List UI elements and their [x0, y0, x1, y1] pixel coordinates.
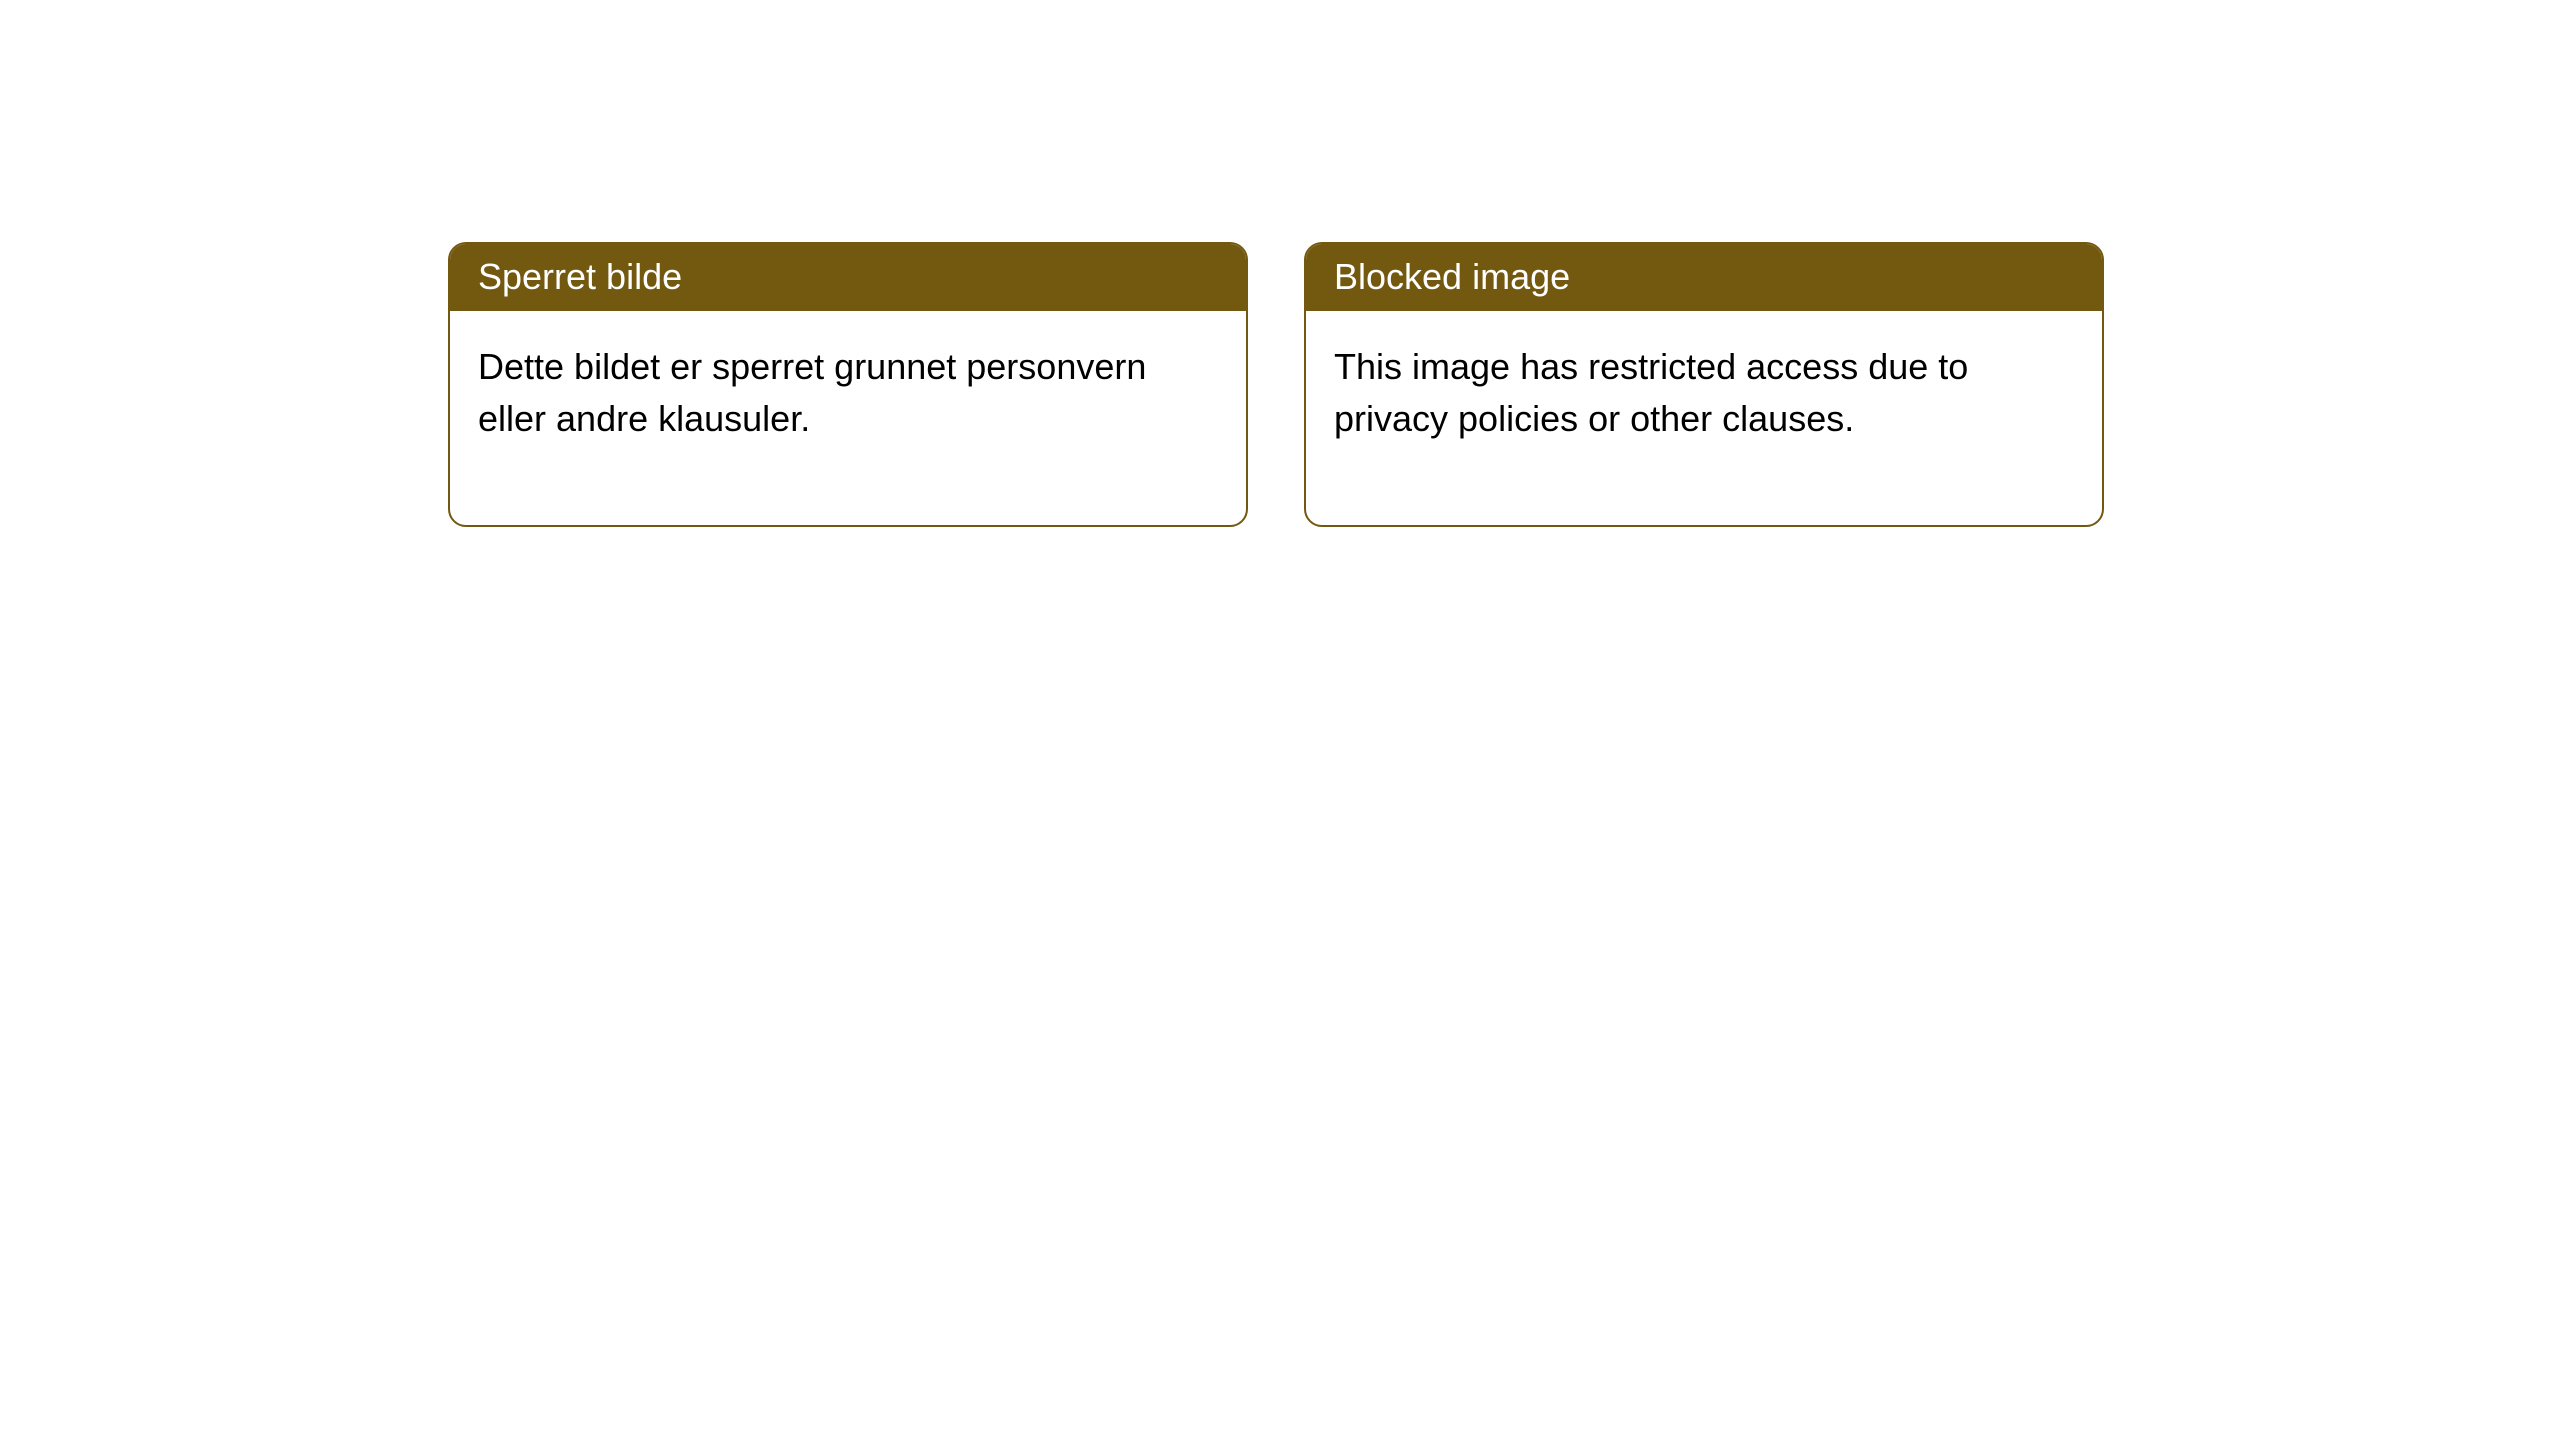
notice-card-body-text: Dette bildet er sperret grunnet personve…: [478, 346, 1146, 439]
notice-card-header: Sperret bilde: [450, 244, 1246, 311]
notice-card-title: Sperret bilde: [478, 256, 682, 297]
notice-card-title: Blocked image: [1334, 256, 1570, 297]
notice-card-english: Blocked image This image has restricted …: [1304, 242, 2104, 527]
notice-card-norwegian: Sperret bilde Dette bildet er sperret gr…: [448, 242, 1248, 527]
notice-card-body-text: This image has restricted access due to …: [1334, 346, 1968, 439]
notice-card-body: This image has restricted access due to …: [1306, 311, 2102, 525]
notice-card-body: Dette bildet er sperret grunnet personve…: [450, 311, 1246, 525]
notice-container: Sperret bilde Dette bildet er sperret gr…: [448, 242, 2104, 527]
notice-card-header: Blocked image: [1306, 244, 2102, 311]
